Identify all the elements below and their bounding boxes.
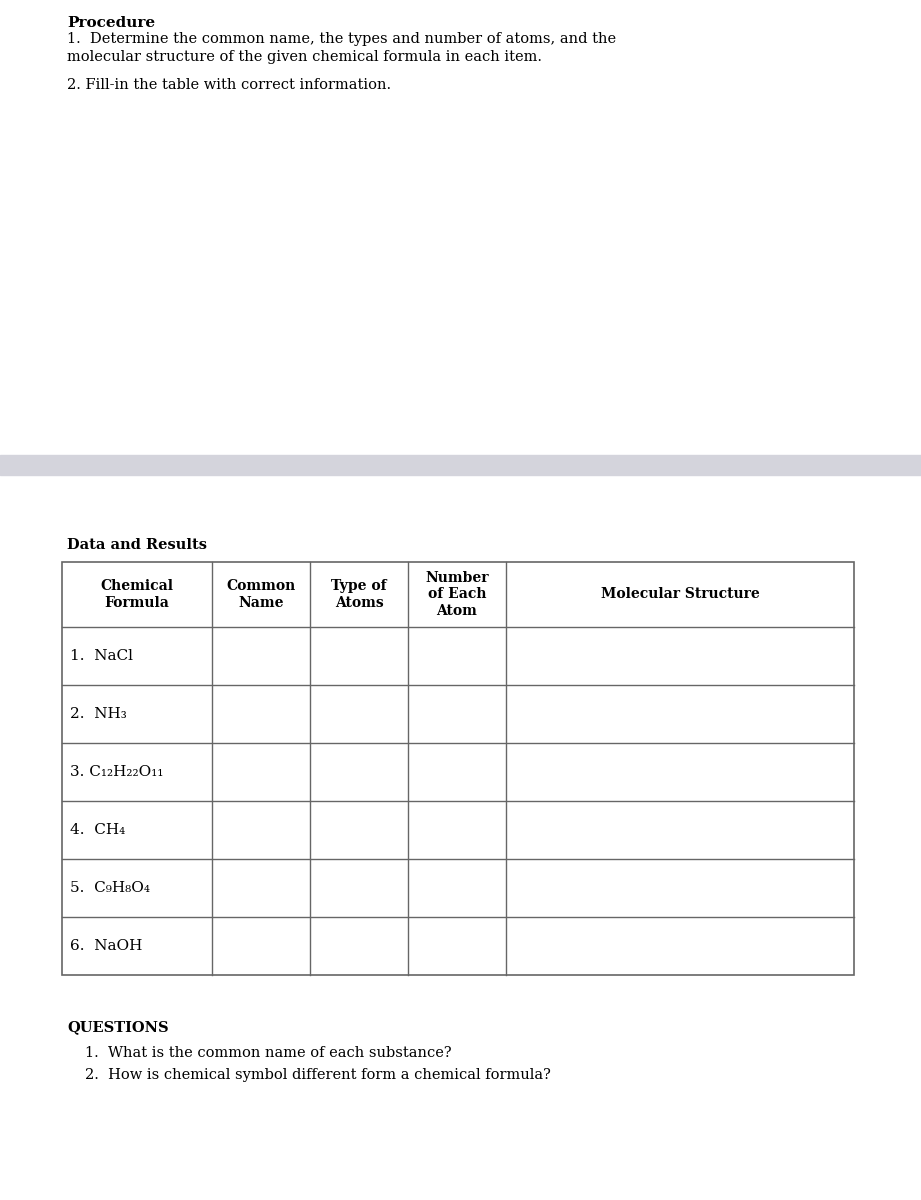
Bar [62,562,854,974]
Text: molecular structure of the given chemical formula in each item.: molecular structure of the given chemica… [67,50,542,64]
Text: Type of
Atoms: Type of Atoms [332,580,387,610]
Bar [0,455,921,475]
Text: 1.  NaCl: 1. NaCl [70,649,133,662]
Text: 2.  How is chemical symbol different form a chemical formula?: 2. How is chemical symbol different form… [85,1068,551,1082]
Text: Molecular Structure: Molecular Structure [600,588,760,601]
Text: Data and Results: Data and Results [67,538,207,552]
Text: 2.  NH₃: 2. NH₃ [70,707,127,721]
Text: Chemical
Formula: Chemical Formula [100,580,173,610]
Text: 5.  C₉H₈O₄: 5. C₉H₈O₄ [70,881,150,895]
Text: QUESTIONS: QUESTIONS [67,1020,169,1034]
Text: 6.  NaOH: 6. NaOH [70,938,143,953]
Text: 1.  Determine the common name, the types and number of atoms, and the: 1. Determine the common name, the types … [67,32,616,46]
Text: 3. C₁₂H₂₂O₁₁: 3. C₁₂H₂₂O₁₁ [70,766,164,779]
Text: 2. Fill-in the table with correct information.: 2. Fill-in the table with correct inform… [67,78,391,92]
Text: Number
of Each
Atom: Number of Each Atom [426,571,489,618]
Text: Common
Name: Common Name [227,580,296,610]
Text: 4.  CH₄: 4. CH₄ [70,823,125,838]
Text: Procedure: Procedure [67,16,155,30]
Text: 1.  What is the common name of each substance?: 1. What is the common name of each subst… [85,1046,451,1060]
